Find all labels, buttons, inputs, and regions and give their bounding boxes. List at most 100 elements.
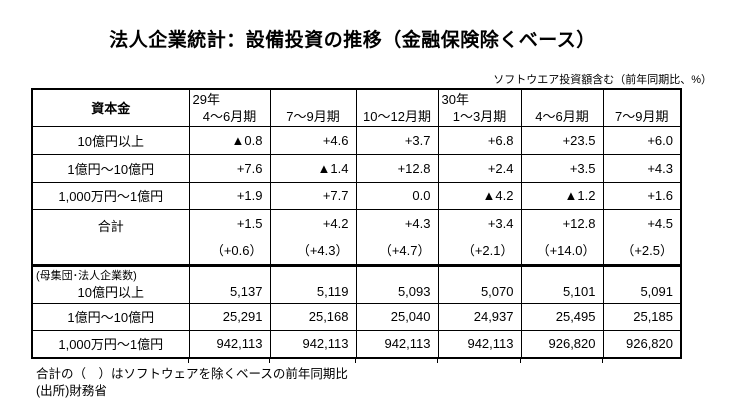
- row-label: 1,000万円～1億円: [31, 329, 190, 359]
- total-value: +4.3: [404, 215, 431, 231]
- footnotes: 合計の（ ）はソフトウェアを除くベースの前年同期比 (出所)財務省: [36, 366, 348, 400]
- row-label: 10億円以上: [31, 125, 190, 155]
- table-gridline-stub: [520, 357, 521, 363]
- footnote-source: (出所)財務省: [36, 384, 107, 398]
- value-cell: +4.6: [269, 125, 357, 155]
- row-label-text: 10億円以上: [77, 284, 144, 300]
- value-cell: 25,168: [269, 302, 357, 331]
- capex-table: 資本金 29年 4～6月期 7～9月期 10～12月期 30年 1～3月期 4～…: [31, 88, 682, 359]
- row-label: 1,000万円～1億円: [31, 181, 190, 210]
- value-cell: 25,495: [520, 302, 604, 331]
- table-gridline-stub: [602, 357, 603, 363]
- value-cell: 5,101: [520, 263, 604, 304]
- total-value: +12.8: [562, 215, 596, 231]
- value-cell: 25,185: [602, 302, 682, 331]
- header-year: [522, 91, 602, 108]
- header-period: 7～9月期: [615, 109, 669, 124]
- column-header: 29年 4～6月期: [188, 88, 271, 127]
- value-cell: +23.5: [520, 125, 604, 155]
- header-period: 4～6月期: [535, 109, 589, 124]
- header-period: 1～3月期: [452, 109, 507, 124]
- value-cell: +3.5: [520, 153, 604, 183]
- value-cell: +4.5 （+2.5）: [602, 208, 682, 266]
- header-year: [357, 91, 437, 108]
- table-row: 10億円以上 ▲0.8 +4.6 +3.7 +6.8 +23.5 +6.0: [31, 125, 682, 155]
- population-header-row: (母集団･法人企業数) 10億円以上 5,137 5,119 5,093 5,0…: [31, 263, 682, 304]
- header-year: 29年: [192, 92, 220, 107]
- value-cell: 942,113: [188, 329, 271, 359]
- column-header: 7～9月期: [269, 88, 357, 127]
- value-cell: +7.6: [188, 153, 271, 183]
- value-cell: +1.6: [602, 181, 682, 210]
- header-period: 4～6月期: [202, 109, 257, 124]
- value-cell: +1.5 （+0.6）: [188, 208, 271, 266]
- header-year: 30年: [441, 92, 469, 107]
- table-row: 1億円～10億円 +7.6 ▲1.4 +12.8 +2.4 +3.5 +4.3: [31, 153, 682, 183]
- column-header: 10～12月期: [355, 88, 439, 127]
- total-sub-value: （+0.6）: [210, 242, 263, 258]
- value-cell: ▲1.4: [269, 153, 357, 183]
- value-cell: 926,820: [520, 329, 604, 359]
- value-cell: 25,291: [188, 302, 271, 331]
- value-cell: 24,937: [437, 302, 522, 331]
- total-value: +4.2: [322, 215, 349, 231]
- table-gridline-stub: [355, 357, 356, 363]
- value-cell: 25,040: [355, 302, 439, 331]
- row-label: (母集団･法人企業数) 10億円以上: [31, 263, 190, 304]
- table-row: 1,000万円～1億円 942,113 942,113 942,113 942,…: [31, 329, 682, 359]
- footnote-paren-note: 合計の（ ）はソフトウェアを除くベースの前年同期比: [36, 367, 348, 381]
- value-cell: ▲0.8: [188, 125, 271, 155]
- value-cell: +6.8: [437, 125, 522, 155]
- page-title: 法人企業統計：設備投資の推移（金融保険除くベース）: [109, 30, 596, 51]
- table-row: 1,000万円～1億円 +1.9 +7.7 0.0 ▲4.2 ▲1.2 +1.6: [31, 181, 682, 210]
- total-sub-value: （+4.3）: [296, 242, 349, 258]
- value-cell: +6.0: [602, 125, 682, 155]
- total-sub-value: （+4.7）: [378, 242, 431, 258]
- value-cell: 942,113: [355, 329, 439, 359]
- corner-header: 資本金: [31, 88, 190, 127]
- total-value: +3.4: [487, 215, 514, 231]
- value-cell: +2.4: [437, 153, 522, 183]
- row-label: 1億円～10億円: [31, 153, 190, 183]
- value-cell: 942,113: [437, 329, 522, 359]
- value-cell: 942,113: [269, 329, 357, 359]
- total-row: 合計 +1.5 （+0.6） +4.2 （+4.3） +4.3 （+4.7） +…: [31, 208, 682, 266]
- value-cell: 926,820: [602, 329, 682, 359]
- header-year: [271, 91, 355, 108]
- value-cell: +3.7: [355, 125, 439, 155]
- value-cell: ▲4.2: [437, 181, 522, 210]
- table-row: 1億円～10億円 25,291 25,168 25,040 24,937 25,…: [31, 302, 682, 331]
- row-label: 合計: [31, 208, 190, 266]
- header-row: 資本金 29年 4～6月期 7～9月期 10～12月期 30年 1～3月期 4～…: [31, 88, 682, 127]
- unit-note: ソフトウエア投資額含む（前年同期比、%）: [493, 74, 712, 86]
- total-sub-value: （+14.0）: [536, 242, 596, 258]
- value-cell: +3.4 （+2.1）: [437, 208, 522, 266]
- header-period: 7～9月期: [286, 109, 340, 124]
- table-gridline-stub: [437, 357, 438, 363]
- value-cell: ▲1.2: [520, 181, 604, 210]
- value-cell: 0.0: [355, 181, 439, 210]
- value-cell: +1.9: [188, 181, 271, 210]
- header-period: 10～12月期: [363, 109, 431, 124]
- table-gridline-stub: [188, 357, 189, 363]
- value-cell: +7.7: [269, 181, 357, 210]
- total-value: +1.5: [236, 215, 263, 231]
- total-sub-value: （+2.5）: [621, 242, 673, 258]
- value-cell: 5,093: [355, 263, 439, 304]
- header-year: [604, 91, 680, 108]
- value-cell: +4.3 （+4.7）: [355, 208, 439, 266]
- population-section-label: (母集団･法人企業数): [36, 269, 137, 282]
- total-value: +4.5: [647, 215, 673, 231]
- row-label: 1億円～10億円: [31, 302, 190, 331]
- value-cell: +4.2 （+4.3）: [269, 208, 357, 266]
- total-sub-value: （+2.1）: [461, 242, 514, 258]
- table-gridline-stub: [269, 357, 270, 363]
- value-cell: +12.8: [355, 153, 439, 183]
- value-cell: +4.3: [602, 153, 682, 183]
- value-cell: 5,091: [602, 263, 682, 304]
- column-header: 4～6月期: [520, 88, 604, 127]
- value-cell: +12.8 （+14.0）: [520, 208, 604, 266]
- value-cell: 5,119: [269, 263, 357, 304]
- value-cell: 5,070: [437, 263, 522, 304]
- value-cell: 5,137: [188, 263, 271, 304]
